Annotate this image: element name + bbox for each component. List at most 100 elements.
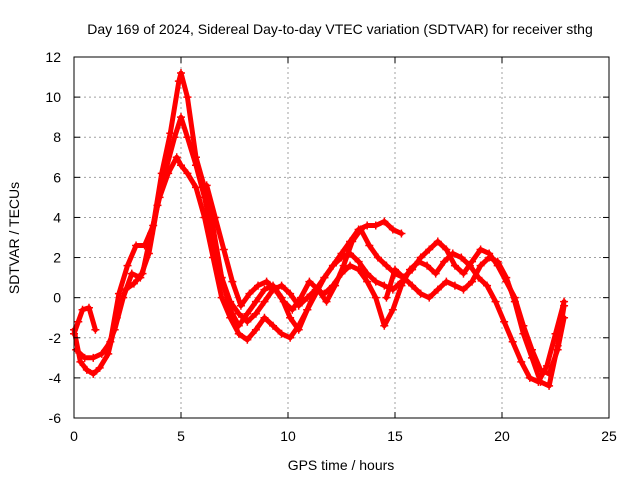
- data-point: [371, 293, 380, 302]
- data-point: [97, 349, 106, 358]
- data-point: [354, 257, 363, 266]
- data-point: [450, 261, 459, 270]
- data-point: [500, 317, 509, 326]
- data-point: [82, 365, 91, 374]
- axis-ticks: 0 5 10 15 20 25 -6 -4 -2 0 2 4 6 8 10 12: [45, 49, 617, 444]
- data-point: [177, 161, 185, 170]
- data-point: [483, 281, 492, 290]
- data-point: [380, 217, 389, 226]
- data-point: [288, 305, 297, 314]
- x-tick-label: 15: [387, 428, 403, 444]
- data-point: [348, 237, 357, 246]
- data-point: [78, 305, 87, 314]
- data-point: [89, 369, 98, 378]
- data-point: [373, 253, 382, 262]
- data-point: [397, 229, 406, 238]
- data-point: [119, 293, 128, 302]
- data-point: [517, 357, 526, 366]
- y-tick-label: -6: [49, 410, 62, 426]
- data-point: [397, 281, 406, 290]
- data-point: [423, 261, 432, 270]
- data-point: [80, 353, 89, 362]
- chart-title: Day 169 of 2024, Sidereal Day-to-day VTE…: [87, 21, 593, 37]
- data-point: [277, 281, 286, 290]
- data-point: [202, 181, 211, 190]
- data-point: [269, 321, 278, 330]
- data-point: [442, 277, 451, 286]
- data-point: [228, 277, 237, 286]
- y-axis-title: SDTVAR / TECUs: [6, 182, 22, 294]
- y-tick-label: 12: [45, 49, 61, 65]
- data-point: [260, 297, 269, 306]
- y-tick-label: 0: [53, 290, 61, 306]
- data-point: [286, 289, 295, 298]
- data-point: [371, 221, 380, 230]
- data-point: [209, 233, 218, 242]
- data-point: [286, 333, 295, 342]
- data-point: [305, 277, 314, 286]
- x-axis-title: GPS time / hours: [288, 457, 395, 473]
- data-point: [525, 373, 534, 382]
- data-point: [425, 293, 434, 302]
- x-tick-label: 10: [280, 428, 296, 444]
- data-point: [114, 289, 123, 298]
- data-point: [243, 309, 252, 318]
- data-point: [468, 277, 477, 286]
- data-point: [260, 285, 269, 294]
- data-point: [382, 261, 391, 270]
- y-tick-label: 8: [53, 129, 61, 145]
- data-point: [502, 273, 511, 282]
- data-point: [91, 325, 100, 334]
- data-point: [408, 281, 417, 290]
- data-point: [331, 281, 340, 290]
- data-point: [243, 335, 252, 344]
- data-point: [262, 277, 271, 286]
- data-point: [129, 279, 138, 288]
- y-tick-label: -4: [49, 370, 62, 386]
- data-point: [485, 253, 494, 262]
- data-point: [84, 303, 93, 312]
- data-point: [388, 305, 397, 314]
- data-point: [251, 297, 260, 306]
- data-point: [123, 261, 132, 270]
- data-point: [416, 289, 425, 298]
- data-point: [399, 273, 408, 282]
- data-point: [510, 297, 519, 306]
- y-tick-label: -2: [49, 330, 62, 346]
- data-point: [476, 245, 485, 254]
- x-tick-label: 20: [494, 428, 510, 444]
- data-point: [217, 293, 226, 302]
- y-tick-label: 10: [45, 89, 61, 105]
- series-track-6: [382, 253, 569, 390]
- data-point: [450, 281, 459, 290]
- data-point: [95, 363, 104, 372]
- data-point: [388, 225, 397, 234]
- data-point: [74, 317, 83, 326]
- data-point: [162, 165, 171, 174]
- series-trace: [383, 255, 567, 389]
- data-point: [320, 273, 329, 282]
- y-tick-label: 2: [53, 250, 61, 266]
- data-point: [170, 133, 179, 142]
- data-point: [140, 241, 149, 250]
- data-point: [251, 325, 260, 334]
- data-point: [136, 273, 145, 282]
- plot-frame: [73, 56, 610, 419]
- data-point: [217, 273, 226, 282]
- data-point: [303, 305, 312, 314]
- data-point: [363, 221, 372, 230]
- data-point: [236, 301, 245, 310]
- x-tick-label: 5: [177, 428, 185, 444]
- data-point: [545, 381, 554, 390]
- data-point: [363, 277, 372, 286]
- data-point: [243, 317, 252, 326]
- data-point: [328, 261, 337, 270]
- data-point: [226, 297, 235, 306]
- data-point: [433, 237, 442, 246]
- data-point: [491, 297, 500, 306]
- data-point: [425, 245, 434, 254]
- data-point: [191, 161, 200, 170]
- data-point: [382, 293, 391, 302]
- data-series: [70, 69, 569, 390]
- x-tick-label: 25: [601, 428, 617, 444]
